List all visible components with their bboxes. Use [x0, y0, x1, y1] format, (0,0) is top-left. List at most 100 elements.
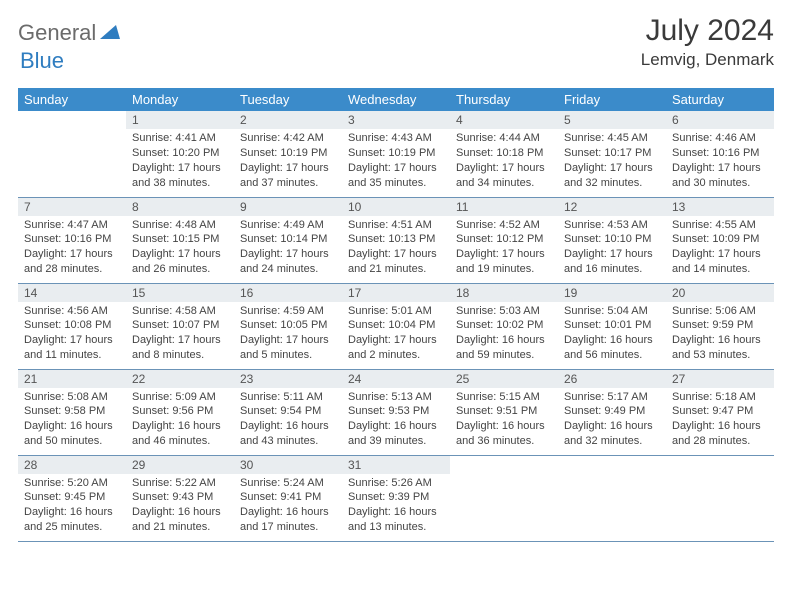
calendar-day-cell: 22Sunrise: 5:09 AMSunset: 9:56 PMDayligh… — [126, 369, 234, 455]
day-number: 13 — [666, 198, 774, 216]
calendar-day-cell — [18, 111, 126, 197]
calendar-day-cell: 21Sunrise: 5:08 AMSunset: 9:58 PMDayligh… — [18, 369, 126, 455]
calendar-week-row: 7Sunrise: 4:47 AMSunset: 10:16 PMDayligh… — [18, 197, 774, 283]
calendar-day-cell: 9Sunrise: 4:49 AMSunset: 10:14 PMDayligh… — [234, 197, 342, 283]
day-number: 4 — [450, 111, 558, 129]
day-details: Sunrise: 4:55 AMSunset: 10:09 PMDaylight… — [666, 216, 774, 281]
weekday-header: Friday — [558, 88, 666, 111]
day-details: Sunrise: 5:08 AMSunset: 9:58 PMDaylight:… — [18, 388, 126, 453]
calendar-day-cell: 23Sunrise: 5:11 AMSunset: 9:54 PMDayligh… — [234, 369, 342, 455]
day-details: Sunrise: 5:06 AMSunset: 9:59 PMDaylight:… — [666, 302, 774, 367]
day-details: Sunrise: 5:13 AMSunset: 9:53 PMDaylight:… — [342, 388, 450, 453]
day-number: 27 — [666, 370, 774, 388]
calendar-day-cell: 7Sunrise: 4:47 AMSunset: 10:16 PMDayligh… — [18, 197, 126, 283]
day-details: Sunrise: 4:49 AMSunset: 10:14 PMDaylight… — [234, 216, 342, 281]
calendar-day-cell: 30Sunrise: 5:24 AMSunset: 9:41 PMDayligh… — [234, 455, 342, 541]
day-details: Sunrise: 5:03 AMSunset: 10:02 PMDaylight… — [450, 302, 558, 367]
calendar-day-cell: 5Sunrise: 4:45 AMSunset: 10:17 PMDayligh… — [558, 111, 666, 197]
calendar-day-cell: 18Sunrise: 5:03 AMSunset: 10:02 PMDaylig… — [450, 283, 558, 369]
calendar-week-row: 1Sunrise: 4:41 AMSunset: 10:20 PMDayligh… — [18, 111, 774, 197]
day-number: 30 — [234, 456, 342, 474]
weekday-header: Tuesday — [234, 88, 342, 111]
calendar-day-cell: 8Sunrise: 4:48 AMSunset: 10:15 PMDayligh… — [126, 197, 234, 283]
day-details: Sunrise: 4:41 AMSunset: 10:20 PMDaylight… — [126, 129, 234, 194]
calendar-week-row: 21Sunrise: 5:08 AMSunset: 9:58 PMDayligh… — [18, 369, 774, 455]
day-details: Sunrise: 4:44 AMSunset: 10:18 PMDaylight… — [450, 129, 558, 194]
day-number: 5 — [558, 111, 666, 129]
logo-text-blue: Blue — [20, 48, 64, 73]
day-details: Sunrise: 4:48 AMSunset: 10:15 PMDaylight… — [126, 216, 234, 281]
calendar-day-cell: 29Sunrise: 5:22 AMSunset: 9:43 PMDayligh… — [126, 455, 234, 541]
day-number: 31 — [342, 456, 450, 474]
calendar-day-cell — [558, 455, 666, 541]
calendar-day-cell — [666, 455, 774, 541]
calendar-body: 1Sunrise: 4:41 AMSunset: 10:20 PMDayligh… — [18, 111, 774, 541]
calendar-week-row: 14Sunrise: 4:56 AMSunset: 10:08 PMDaylig… — [18, 283, 774, 369]
day-number: 11 — [450, 198, 558, 216]
weekday-header: Monday — [126, 88, 234, 111]
day-number: 26 — [558, 370, 666, 388]
day-number: 20 — [666, 284, 774, 302]
location-subtitle: Lemvig, Denmark — [641, 50, 774, 70]
day-number: 24 — [342, 370, 450, 388]
day-details: Sunrise: 5:01 AMSunset: 10:04 PMDaylight… — [342, 302, 450, 367]
day-number: 2 — [234, 111, 342, 129]
calendar-day-cell: 26Sunrise: 5:17 AMSunset: 9:49 PMDayligh… — [558, 369, 666, 455]
day-details: Sunrise: 4:53 AMSunset: 10:10 PMDaylight… — [558, 216, 666, 281]
calendar-day-cell: 25Sunrise: 5:15 AMSunset: 9:51 PMDayligh… — [450, 369, 558, 455]
day-details: Sunrise: 4:42 AMSunset: 10:19 PMDaylight… — [234, 129, 342, 194]
logo-triangle-icon — [100, 23, 120, 44]
calendar-day-cell: 28Sunrise: 5:20 AMSunset: 9:45 PMDayligh… — [18, 455, 126, 541]
day-details: Sunrise: 4:46 AMSunset: 10:16 PMDaylight… — [666, 129, 774, 194]
calendar-header-row: Sunday Monday Tuesday Wednesday Thursday… — [18, 88, 774, 111]
calendar-day-cell: 12Sunrise: 4:53 AMSunset: 10:10 PMDaylig… — [558, 197, 666, 283]
calendar-day-cell: 31Sunrise: 5:26 AMSunset: 9:39 PMDayligh… — [342, 455, 450, 541]
day-number — [450, 456, 558, 460]
calendar-day-cell: 24Sunrise: 5:13 AMSunset: 9:53 PMDayligh… — [342, 369, 450, 455]
day-details: Sunrise: 5:24 AMSunset: 9:41 PMDaylight:… — [234, 474, 342, 539]
day-number: 8 — [126, 198, 234, 216]
day-details: Sunrise: 5:15 AMSunset: 9:51 PMDaylight:… — [450, 388, 558, 453]
day-details: Sunrise: 4:58 AMSunset: 10:07 PMDaylight… — [126, 302, 234, 367]
day-number — [666, 456, 774, 460]
calendar-day-cell: 27Sunrise: 5:18 AMSunset: 9:47 PMDayligh… — [666, 369, 774, 455]
calendar-day-cell: 15Sunrise: 4:58 AMSunset: 10:07 PMDaylig… — [126, 283, 234, 369]
page-title: July 2024 — [641, 14, 774, 48]
day-number: 22 — [126, 370, 234, 388]
day-number: 19 — [558, 284, 666, 302]
calendar-day-cell: 1Sunrise: 4:41 AMSunset: 10:20 PMDayligh… — [126, 111, 234, 197]
day-number: 17 — [342, 284, 450, 302]
day-number: 14 — [18, 284, 126, 302]
day-details: Sunrise: 5:26 AMSunset: 9:39 PMDaylight:… — [342, 474, 450, 539]
logo-text-general: General — [18, 20, 96, 46]
day-number: 10 — [342, 198, 450, 216]
calendar-page: General July 2024 Lemvig, Denmark Blue S… — [0, 0, 792, 556]
calendar-day-cell: 20Sunrise: 5:06 AMSunset: 9:59 PMDayligh… — [666, 283, 774, 369]
day-details: Sunrise: 5:22 AMSunset: 9:43 PMDaylight:… — [126, 474, 234, 539]
calendar-day-cell: 6Sunrise: 4:46 AMSunset: 10:16 PMDayligh… — [666, 111, 774, 197]
calendar-day-cell: 13Sunrise: 4:55 AMSunset: 10:09 PMDaylig… — [666, 197, 774, 283]
day-details: Sunrise: 5:04 AMSunset: 10:01 PMDaylight… — [558, 302, 666, 367]
day-details: Sunrise: 5:11 AMSunset: 9:54 PMDaylight:… — [234, 388, 342, 453]
calendar-day-cell — [450, 455, 558, 541]
day-details: Sunrise: 4:56 AMSunset: 10:08 PMDaylight… — [18, 302, 126, 367]
calendar-day-cell: 19Sunrise: 5:04 AMSunset: 10:01 PMDaylig… — [558, 283, 666, 369]
calendar-day-cell: 17Sunrise: 5:01 AMSunset: 10:04 PMDaylig… — [342, 283, 450, 369]
weekday-header: Sunday — [18, 88, 126, 111]
calendar-day-cell: 14Sunrise: 4:56 AMSunset: 10:08 PMDaylig… — [18, 283, 126, 369]
day-number: 6 — [666, 111, 774, 129]
day-number — [18, 111, 126, 115]
weekday-header: Wednesday — [342, 88, 450, 111]
calendar-day-cell: 4Sunrise: 4:44 AMSunset: 10:18 PMDayligh… — [450, 111, 558, 197]
day-number: 21 — [18, 370, 126, 388]
title-block: July 2024 Lemvig, Denmark — [641, 14, 774, 70]
day-details: Sunrise: 4:52 AMSunset: 10:12 PMDaylight… — [450, 216, 558, 281]
day-number — [558, 456, 666, 460]
day-number: 25 — [450, 370, 558, 388]
weekday-header: Thursday — [450, 88, 558, 111]
day-details: Sunrise: 4:59 AMSunset: 10:05 PMDaylight… — [234, 302, 342, 367]
calendar-day-cell: 2Sunrise: 4:42 AMSunset: 10:19 PMDayligh… — [234, 111, 342, 197]
day-details: Sunrise: 5:17 AMSunset: 9:49 PMDaylight:… — [558, 388, 666, 453]
day-number: 23 — [234, 370, 342, 388]
day-details: Sunrise: 4:47 AMSunset: 10:16 PMDaylight… — [18, 216, 126, 281]
